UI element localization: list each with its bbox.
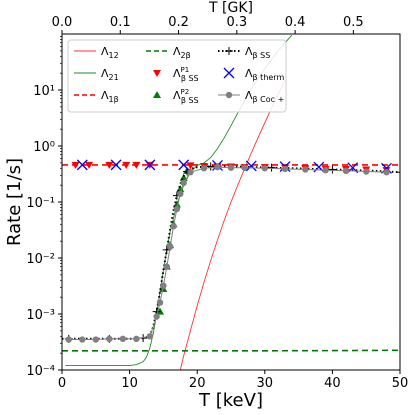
series-point	[79, 336, 86, 343]
top-tick-label: 0.0	[52, 15, 73, 30]
top-tick-label: 0.5	[343, 15, 364, 30]
legend-entry: Λ1β	[74, 89, 119, 104]
series-point	[146, 333, 154, 340]
series-point	[187, 169, 194, 176]
legend-label: Λ2β	[173, 45, 191, 60]
series-point	[122, 161, 131, 169]
legend: Λ12 Λ21 Λ1β Λ2β ΛP1 β SS ΛP2 β SS Λβ SS Λβ therm Λ…	[67, 39, 287, 113]
series-point	[133, 335, 140, 343]
series-point	[166, 243, 174, 250]
legend-label: ΛP2 β SS	[173, 88, 199, 105]
y-tick-label: 10⁰	[33, 140, 55, 155]
series-point	[322, 166, 329, 174]
legend-entry: ΛP1 β SS	[153, 66, 199, 83]
series-point	[76, 159, 88, 171]
series-line	[68, 166, 387, 340]
y-tick-label: 10⁻¹	[26, 196, 55, 211]
top-tick-label: 0.4	[285, 15, 306, 30]
series-9	[65, 163, 390, 343]
series-point	[92, 336, 100, 343]
legend-entry: Λ12	[74, 45, 119, 60]
series-line	[62, 349, 400, 352]
series-point	[153, 313, 160, 320]
series-point	[180, 179, 187, 187]
legend-label: Λβ Coc +	[245, 89, 284, 104]
series-point	[105, 161, 114, 169]
top-tick-label: 0.2	[168, 15, 189, 30]
y-axis-title: Rate [1/s]	[4, 158, 25, 246]
series-point	[383, 169, 390, 176]
legend-entry: Λβ therm	[223, 67, 284, 82]
top-tick-label: 0.3	[226, 15, 247, 30]
series-point	[132, 161, 141, 169]
series-point	[281, 165, 289, 173]
series-point	[119, 335, 127, 343]
series-point	[342, 167, 350, 175]
x-tick-label: 20	[189, 376, 206, 391]
series-point	[267, 163, 276, 172]
series-line	[179, 79, 286, 370]
legend-label: Λβ SS	[245, 45, 270, 60]
series-line	[62, 165, 400, 340]
y-tick-label: 10⁻⁴	[26, 364, 55, 379]
legend-marker	[223, 67, 235, 79]
legend-entry: Λ21	[74, 67, 119, 82]
series-point	[178, 159, 190, 171]
series-1	[179, 79, 286, 370]
series-point	[200, 165, 208, 172]
series-point	[71, 161, 80, 169]
y-tick-label: 10¹	[33, 84, 55, 99]
series-point	[241, 164, 248, 171]
legend-marker	[153, 91, 161, 98]
series-point	[65, 336, 72, 343]
y-tick-label: 10⁻²	[26, 252, 55, 267]
legend-entry: ΛP2 β SS	[153, 88, 199, 105]
series-4	[62, 349, 400, 352]
legend-marker	[153, 70, 161, 77]
series-point	[396, 168, 400, 177]
legend-label: ΛP1 β SS	[173, 66, 199, 83]
legend-entry: Λβ Coc +	[218, 89, 284, 104]
x-tick-label: 30	[257, 376, 274, 391]
x-tick-label: 10	[121, 376, 138, 391]
series-point	[160, 282, 167, 289]
legend-label: Λ12	[101, 45, 119, 60]
series-point	[227, 164, 235, 171]
series-point	[363, 168, 370, 175]
axes: 0 10 20 30 40 50 0.0 0.1 0.2 0.3 0.4 0.5 10⁻⁴ 10⁻³ 10⁻…	[26, 15, 408, 391]
top-axis-title: T [GK]	[208, 0, 253, 16]
x-tick-label: 40	[324, 376, 341, 391]
series-point	[85, 161, 94, 169]
series-point	[177, 190, 184, 198]
y-tick-label: 10⁻³	[26, 308, 55, 323]
legend-marker	[225, 91, 233, 99]
series-point	[163, 263, 170, 270]
legend-label: Λ1β	[101, 89, 119, 104]
series-point	[173, 205, 181, 213]
series-point	[144, 159, 156, 171]
series-point	[110, 159, 122, 171]
series-point	[186, 162, 195, 170]
top-tick-label: 0.1	[110, 15, 131, 30]
legend-label: Λ21	[101, 67, 119, 82]
x-axis-title: T [keV]	[198, 390, 263, 411]
x-tick-label: 0	[58, 376, 66, 391]
legend-entry: Λ2β	[146, 45, 191, 60]
series-point	[106, 335, 113, 343]
legend-label: Λβ therm	[245, 67, 284, 82]
legend-marker	[225, 47, 233, 55]
series-point	[302, 166, 309, 173]
series-point	[206, 162, 215, 171]
series-point	[328, 165, 337, 174]
legend-entry: Λβ SS	[218, 45, 270, 60]
series-point	[261, 165, 268, 172]
series-layer	[62, 34, 400, 370]
x-tick-label: 50	[392, 376, 409, 391]
series-point	[214, 163, 221, 171]
series-point	[156, 299, 164, 306]
series-point	[245, 160, 257, 172]
series-point	[170, 222, 177, 230]
